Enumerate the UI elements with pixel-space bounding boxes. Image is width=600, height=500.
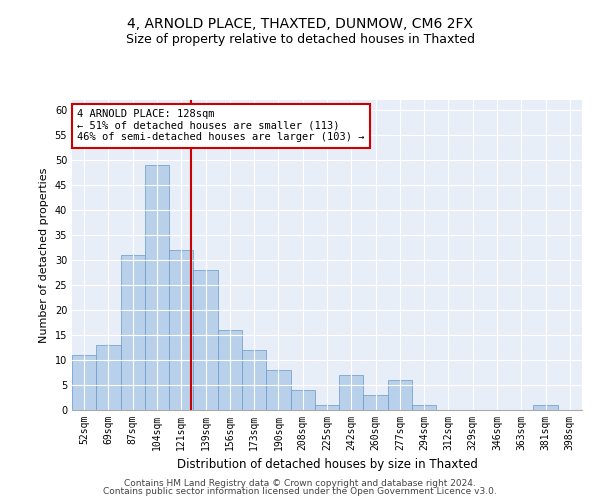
Bar: [388, 380, 412, 410]
Bar: [339, 375, 364, 410]
Bar: [218, 330, 242, 410]
Bar: [364, 395, 388, 410]
Bar: [72, 355, 96, 410]
Bar: [266, 370, 290, 410]
Bar: [169, 250, 193, 410]
Y-axis label: Number of detached properties: Number of detached properties: [39, 168, 49, 342]
Bar: [242, 350, 266, 410]
Text: 4, ARNOLD PLACE, THAXTED, DUNMOW, CM6 2FX: 4, ARNOLD PLACE, THAXTED, DUNMOW, CM6 2F…: [127, 18, 473, 32]
Bar: [412, 405, 436, 410]
X-axis label: Distribution of detached houses by size in Thaxted: Distribution of detached houses by size …: [176, 458, 478, 471]
Text: Size of property relative to detached houses in Thaxted: Size of property relative to detached ho…: [125, 32, 475, 46]
Bar: [193, 270, 218, 410]
Bar: [315, 405, 339, 410]
Text: 4 ARNOLD PLACE: 128sqm
← 51% of detached houses are smaller (113)
46% of semi-de: 4 ARNOLD PLACE: 128sqm ← 51% of detached…: [77, 110, 365, 142]
Text: Contains public sector information licensed under the Open Government Licence v3: Contains public sector information licen…: [103, 487, 497, 496]
Bar: [290, 390, 315, 410]
Bar: [533, 405, 558, 410]
Bar: [145, 165, 169, 410]
Text: Contains HM Land Registry data © Crown copyright and database right 2024.: Contains HM Land Registry data © Crown c…: [124, 478, 476, 488]
Bar: [96, 345, 121, 410]
Bar: [121, 255, 145, 410]
